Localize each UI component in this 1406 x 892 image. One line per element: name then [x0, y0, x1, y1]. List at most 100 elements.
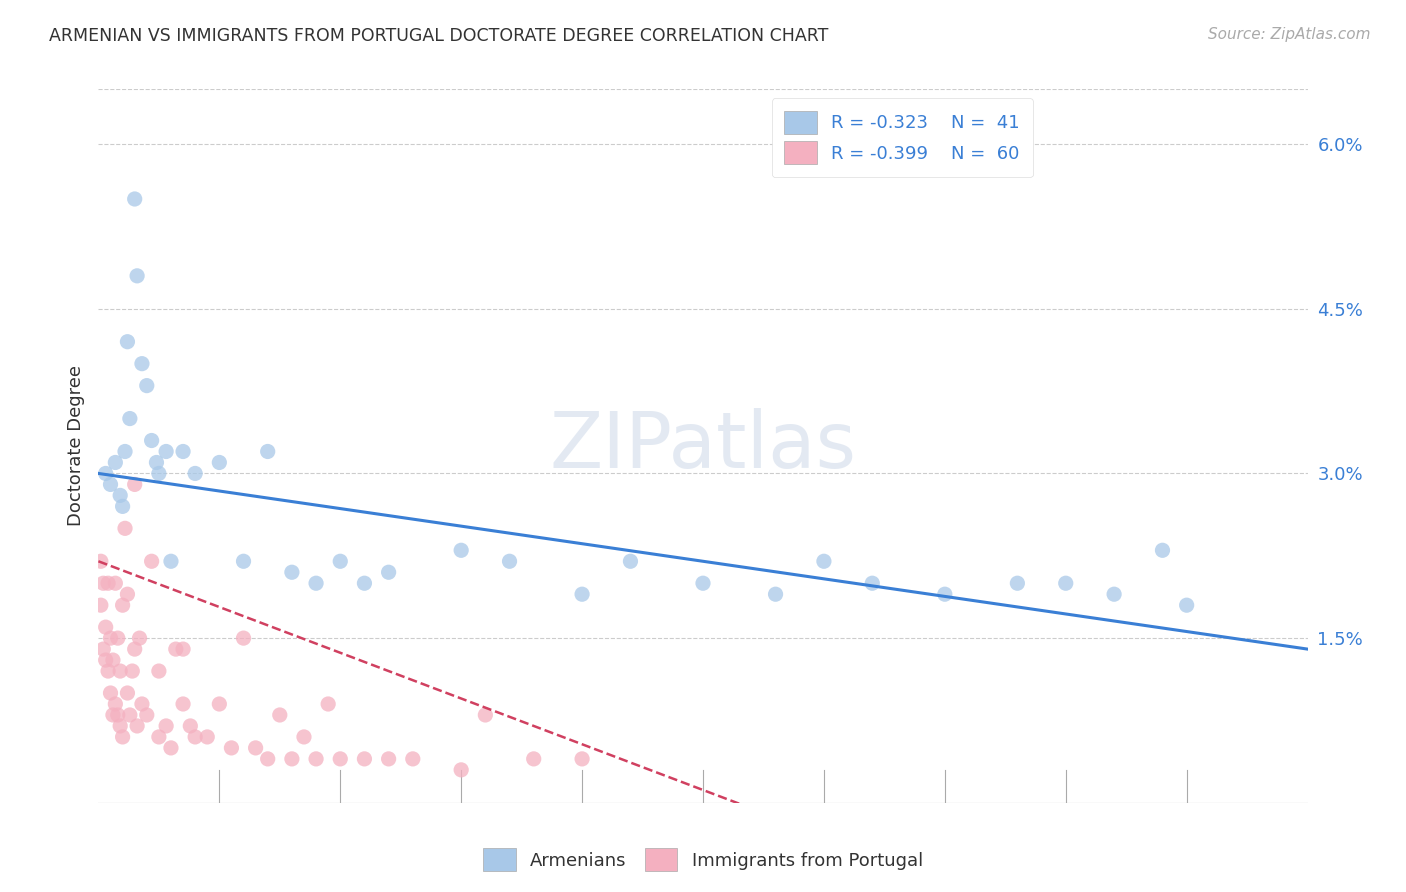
- Point: [813, 554, 835, 568]
- Point: [128, 631, 150, 645]
- Point: [94, 467, 117, 481]
- Point: [114, 521, 136, 535]
- Point: [141, 554, 163, 568]
- Point: [1175, 598, 1198, 612]
- Point: [195, 730, 218, 744]
- Point: [571, 752, 593, 766]
- Point: [329, 554, 352, 568]
- Point: [94, 653, 117, 667]
- Point: [377, 752, 399, 766]
- Point: [100, 477, 122, 491]
- Legend: R = -0.323    N =  41, R = -0.399    N =  60: R = -0.323 N = 41, R = -0.399 N = 60: [772, 98, 1032, 178]
- Point: [104, 576, 127, 591]
- Point: [124, 642, 146, 657]
- Legend: Armenians, Immigrants from Portugal: Armenians, Immigrants from Portugal: [475, 841, 931, 879]
- Point: [172, 444, 194, 458]
- Point: [256, 444, 278, 458]
- Point: [402, 752, 425, 766]
- Point: [1102, 587, 1125, 601]
- Point: [860, 576, 883, 591]
- Point: [305, 576, 328, 591]
- Point: [329, 752, 352, 766]
- Point: [498, 554, 520, 568]
- Point: [1152, 543, 1174, 558]
- Point: [353, 752, 375, 766]
- Point: [91, 576, 114, 591]
- Point: [148, 664, 170, 678]
- Point: [1007, 576, 1029, 591]
- Point: [124, 477, 146, 491]
- Point: [160, 740, 183, 755]
- Point: [208, 455, 231, 469]
- Text: ZIPatlas: ZIPatlas: [550, 408, 856, 484]
- Point: [232, 554, 254, 568]
- Point: [108, 719, 131, 733]
- Point: [135, 378, 157, 392]
- Point: [221, 740, 243, 755]
- Point: [101, 708, 124, 723]
- Point: [127, 268, 149, 283]
- Point: [377, 566, 399, 580]
- Point: [104, 455, 127, 469]
- Point: [90, 554, 112, 568]
- Text: ARMENIAN VS IMMIGRANTS FROM PORTUGAL DOCTORATE DEGREE CORRELATION CHART: ARMENIAN VS IMMIGRANTS FROM PORTUGAL DOC…: [49, 27, 828, 45]
- Point: [353, 576, 375, 591]
- Point: [117, 686, 139, 700]
- Point: [1054, 576, 1077, 591]
- Point: [184, 730, 207, 744]
- Point: [281, 752, 304, 766]
- Point: [111, 730, 134, 744]
- Point: [117, 334, 139, 349]
- Point: [97, 664, 120, 678]
- Point: [107, 708, 129, 723]
- Point: [131, 357, 153, 371]
- Point: [474, 708, 496, 723]
- Point: [121, 664, 143, 678]
- Point: [118, 708, 141, 723]
- Point: [104, 697, 127, 711]
- Point: [145, 455, 167, 469]
- Point: [165, 642, 187, 657]
- Point: [571, 587, 593, 601]
- Point: [114, 444, 136, 458]
- Point: [148, 730, 170, 744]
- Point: [934, 587, 956, 601]
- Point: [523, 752, 546, 766]
- Point: [292, 730, 315, 744]
- Point: [117, 587, 139, 601]
- Point: [131, 697, 153, 711]
- Point: [100, 686, 122, 700]
- Point: [101, 653, 124, 667]
- Point: [141, 434, 163, 448]
- Point: [124, 192, 146, 206]
- Point: [97, 576, 120, 591]
- Point: [208, 697, 231, 711]
- Point: [619, 554, 641, 568]
- Point: [179, 719, 201, 733]
- Y-axis label: Doctorate Degree: Doctorate Degree: [66, 366, 84, 526]
- Point: [111, 500, 134, 514]
- Point: [450, 763, 472, 777]
- Point: [90, 598, 112, 612]
- Point: [450, 543, 472, 558]
- Point: [172, 642, 194, 657]
- Point: [256, 752, 278, 766]
- Point: [94, 620, 117, 634]
- Point: [155, 719, 177, 733]
- Point: [91, 642, 114, 657]
- Point: [765, 587, 787, 601]
- Point: [108, 488, 131, 502]
- Point: [172, 697, 194, 711]
- Point: [305, 752, 328, 766]
- Point: [148, 467, 170, 481]
- Point: [160, 554, 183, 568]
- Point: [281, 566, 304, 580]
- Point: [155, 444, 177, 458]
- Point: [127, 719, 149, 733]
- Point: [111, 598, 134, 612]
- Point: [135, 708, 157, 723]
- Point: [692, 576, 714, 591]
- Point: [108, 664, 131, 678]
- Point: [245, 740, 267, 755]
- Point: [269, 708, 291, 723]
